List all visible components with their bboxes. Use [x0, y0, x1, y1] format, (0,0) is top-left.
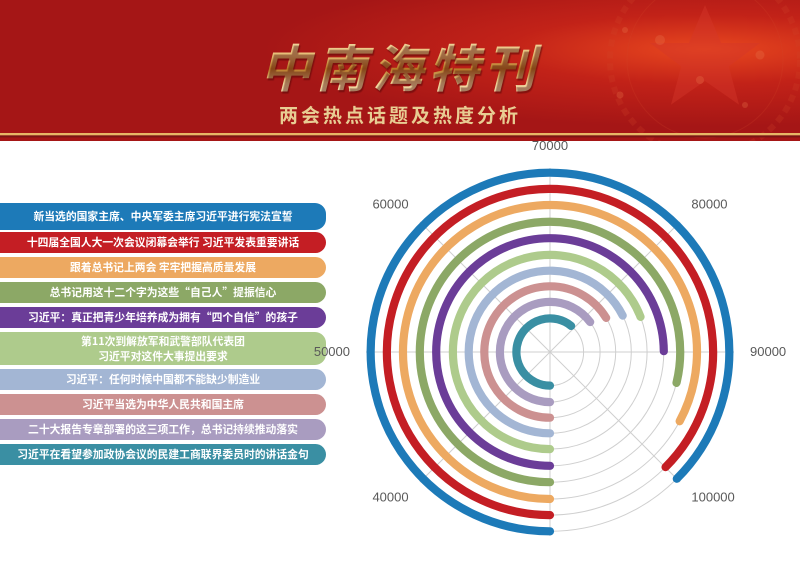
svg-text:70000: 70000 [532, 138, 568, 153]
svg-text:90000: 90000 [750, 344, 786, 359]
svg-text:50000: 50000 [314, 344, 350, 359]
svg-text:60000: 60000 [372, 197, 408, 212]
svg-text:80000: 80000 [691, 197, 727, 212]
svg-text:40000: 40000 [372, 489, 408, 504]
svg-text:100000: 100000 [691, 489, 734, 504]
